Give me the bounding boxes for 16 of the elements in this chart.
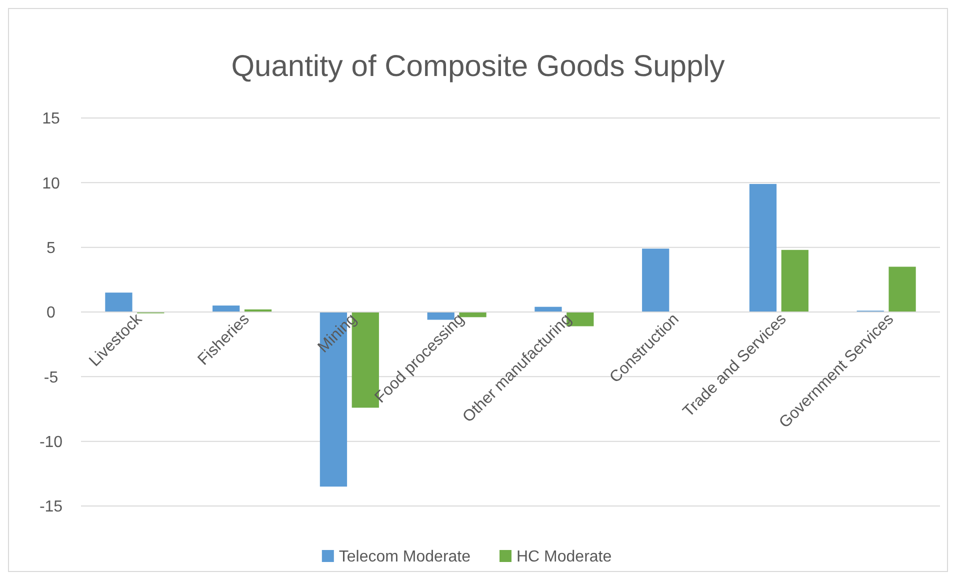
y-tick-label: -5 [44,369,58,386]
chart-title: Quantity of Composite Goods Supply [231,50,725,83]
bar [212,306,240,312]
bar [749,184,777,312]
bar [888,266,916,312]
y-tick-label: 10 [42,175,60,192]
bar [781,250,808,312]
bar [105,292,132,312]
y-tick-label: 0 [46,304,56,322]
y-tick-label: -15 [39,498,63,516]
legend-label: HC Moderate [516,548,612,566]
y-tick-label: 15 [42,110,60,128]
y-tick-label: -10 [39,434,63,451]
legend-label: Telecom Moderate [338,548,471,566]
bar [642,248,670,312]
y-tick-label: 5 [46,240,56,257]
